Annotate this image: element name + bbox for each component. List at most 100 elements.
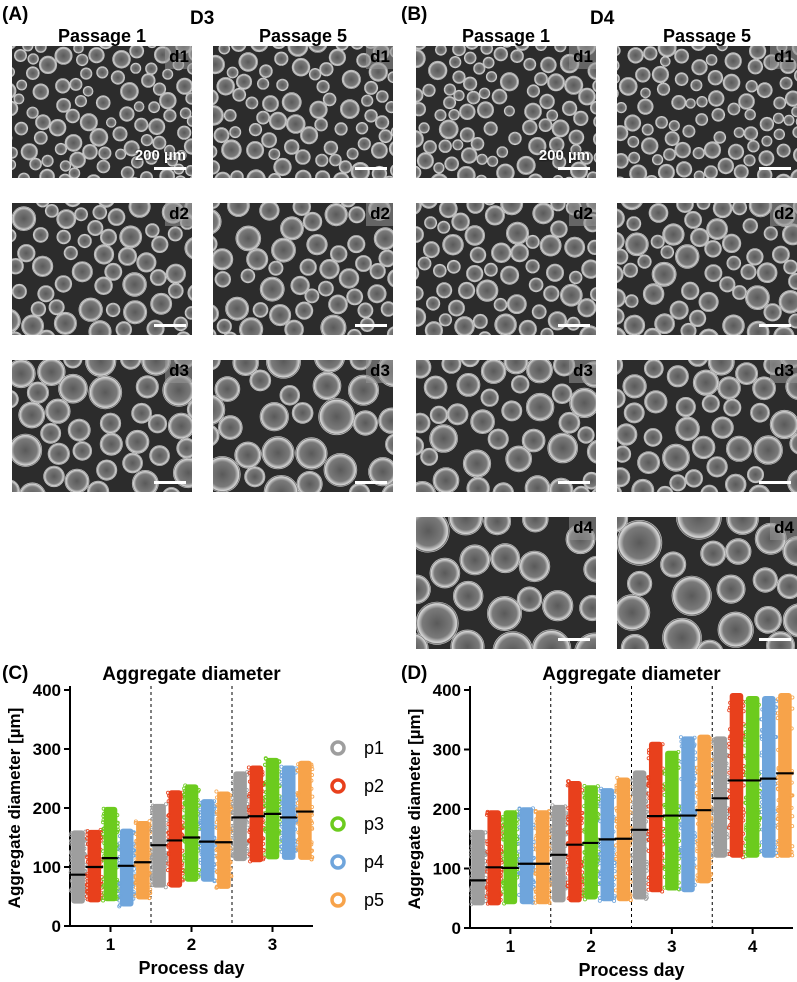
data-point (546, 874, 551, 879)
data-point (598, 788, 603, 793)
data-point (744, 823, 749, 828)
data-point (789, 726, 794, 731)
data-point (263, 794, 268, 799)
data-point (247, 770, 252, 775)
legend-label-p1: p1 (364, 738, 384, 758)
data-point (501, 881, 506, 886)
data-point (518, 883, 523, 888)
data-point (743, 723, 748, 728)
micrograph-a-d1-col1: d1 200 µm (12, 46, 192, 178)
data-point (68, 849, 73, 854)
data-point (517, 849, 522, 854)
data-point (566, 896, 571, 901)
data-point (611, 829, 616, 834)
data-point (280, 835, 285, 840)
data-point (614, 783, 619, 788)
point-cloud (233, 771, 247, 862)
day-tag: d4 (770, 517, 797, 540)
data-point (756, 822, 761, 827)
data-point (547, 847, 552, 852)
data-point (309, 812, 314, 817)
data-point (759, 734, 764, 739)
data-point (215, 802, 220, 807)
data-point (500, 851, 505, 856)
data-point (263, 827, 268, 832)
data-point (246, 838, 251, 843)
data-column-p1-day4 (710, 736, 730, 858)
micrograph-b-d4-col1: d4 (416, 517, 596, 649)
data-point (147, 871, 152, 876)
data-point (150, 805, 155, 810)
data-point (550, 861, 555, 866)
data-point (692, 784, 697, 789)
data-point (531, 839, 536, 844)
data-point (533, 843, 538, 848)
data-point (614, 786, 619, 791)
data-point (677, 887, 682, 892)
data-point (296, 839, 301, 844)
point-cloud (632, 770, 647, 900)
data-point (309, 848, 314, 853)
data-point (85, 829, 90, 834)
data-point (644, 804, 649, 809)
data-point (692, 735, 697, 740)
data-point (293, 798, 298, 803)
legend-marker-p1 (330, 740, 346, 756)
data-point (212, 806, 217, 811)
data-point (582, 791, 587, 796)
data-point (595, 811, 600, 816)
data-point (614, 852, 619, 857)
data-point (647, 796, 652, 801)
data-point (115, 881, 120, 886)
data-point (741, 831, 746, 836)
data-point (85, 832, 90, 837)
data-point (692, 765, 697, 770)
data-point (743, 843, 748, 848)
data-point (83, 829, 88, 834)
data-column-p5-day4 (775, 692, 795, 858)
data-point (247, 829, 252, 834)
data-point (775, 711, 780, 716)
x-tick-label: 3 (268, 935, 277, 954)
micrograph-b-d1-col2: d1 (617, 46, 797, 178)
data-point (212, 862, 217, 867)
data-point (293, 812, 298, 817)
data-point (678, 848, 683, 853)
data-point (741, 764, 746, 769)
data-point (646, 791, 651, 796)
data-point (166, 861, 171, 866)
data-column-p1-day3 (230, 770, 250, 862)
data-point (598, 856, 603, 861)
data-point (501, 883, 506, 888)
data-point (261, 857, 266, 862)
data-point (611, 814, 616, 819)
data-point (743, 737, 748, 742)
data-point (628, 879, 633, 884)
data-point (196, 788, 201, 793)
data-point (68, 838, 73, 843)
data-point (83, 880, 88, 885)
data-point (515, 827, 520, 832)
data-point (231, 835, 236, 840)
data-point (263, 852, 268, 857)
data-point (245, 854, 250, 859)
data-point (309, 778, 314, 783)
data-column-p4-day4 (759, 695, 779, 858)
data-point (247, 794, 252, 799)
data-point (695, 846, 700, 851)
data-point (631, 856, 636, 861)
data-point (231, 853, 236, 858)
data-point (549, 828, 554, 833)
data-point (598, 896, 603, 901)
data-point (631, 804, 636, 809)
data-point (118, 902, 123, 907)
data-point (677, 808, 682, 813)
data-point (728, 734, 733, 739)
point-cloud (168, 790, 183, 888)
data-point (757, 815, 762, 820)
data-point (180, 820, 185, 825)
data-point (581, 879, 586, 884)
data-point (498, 897, 503, 902)
point-cloud (761, 695, 776, 858)
scale-bar (558, 481, 590, 484)
